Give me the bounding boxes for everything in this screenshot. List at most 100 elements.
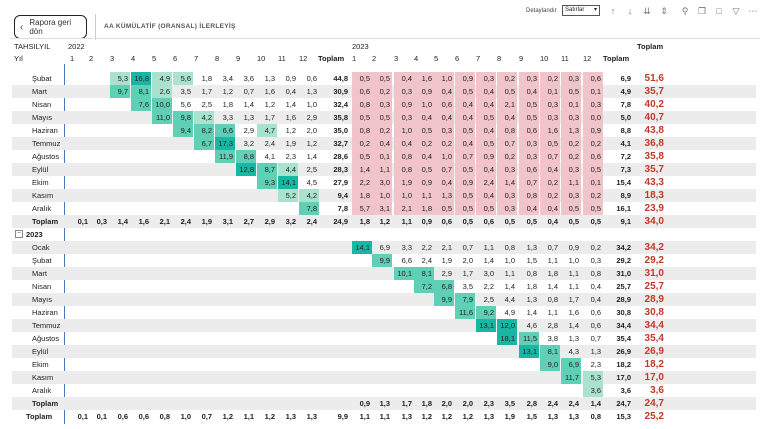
cell-2023: 1,6: [540, 124, 560, 137]
matrix-row[interactable]: Aralık 7,8 7,8 5,7 3,1 2,1 1,8 0,5 0,5 0,5 0,3 0,4 0…: [12, 202, 756, 215]
cell-2023: 0,3: [561, 163, 581, 176]
month-header-2023: 1: [352, 54, 357, 63]
cell-2023: 0,3: [497, 163, 517, 176]
pin-icon[interactable]: ⚲: [681, 6, 689, 16]
matrix-row[interactable]: Ağustos 18,1 11,5 3,8 1,3 0,7 35,4 35,4: [12, 332, 756, 345]
month-header-2022: 6: [173, 54, 178, 63]
cell-2022: [236, 202, 256, 215]
cell-2023: 0,7: [497, 137, 517, 150]
total-row[interactable]: Toplam 0,1 0,1 0,6 0,6 0,8 1,0 0,7 1,2 1,1 1,2 1,3 1…: [12, 410, 756, 423]
cell-2023: 1,7: [401, 399, 412, 408]
matrix-row[interactable]: Ağustos 11,9 8,8 4,1 2,3 1,4 28,6 0,5 0,1 0,8 0,4 1…: [12, 150, 756, 163]
cell-2023: [414, 384, 434, 397]
cell-2023: 1,4: [547, 282, 558, 291]
matrix-row[interactable]: Şubat 5,3 16,8 4,9 5,6 1,8 3,4 3,6 1,3 0,9 0,6 44,8…: [12, 72, 756, 85]
double-arrow-down-icon[interactable]: ⇊: [643, 6, 651, 16]
cell-2022: [110, 111, 130, 124]
cell-2023: 1,2: [379, 217, 390, 226]
cell-2023: 5,3: [583, 371, 603, 384]
cell-2023: [476, 384, 496, 397]
expand-icon[interactable]: ⇕: [660, 6, 668, 16]
cell-2023: 1,1: [359, 412, 370, 421]
matrix-row[interactable]: Aralık 3,6 3,6 3,6: [12, 384, 756, 397]
grand-total-cell: 35,7: [644, 164, 664, 175]
matrix-row[interactable]: Kasım 11,7 5,3 17,0 17,0: [12, 371, 756, 384]
cell-2023: 0,4: [590, 282, 601, 291]
cell-2023: [414, 332, 434, 345]
cell-2023: 0,5: [504, 217, 515, 226]
matrix-row[interactable]: Ekim 9,3 14,1 4,5 27,9 2,2 3,0 1,9 0,9 0,4 0,9 2,4 1…: [12, 176, 756, 189]
cell-2023: 7,9: [455, 293, 475, 306]
grand-total-cell: 31,0: [644, 268, 664, 279]
matrix-row[interactable]: Ekim 9,0 6,9 2,3 18,2 18,2: [12, 358, 756, 371]
cell-2023: 1,1: [547, 308, 558, 317]
filter-icon[interactable]: ▽: [732, 6, 740, 16]
cell-2023: 1,3: [483, 412, 494, 421]
matrix-row[interactable]: Eylül 13,1 8,1 4,3 1,3 26,9 26,9: [12, 345, 756, 358]
matrix-row[interactable]: Temmuz 13,1 12,0 4,6 2,8 1,4 0,6 34,4 34,4: [12, 319, 756, 332]
comment-icon[interactable]: □: [716, 6, 722, 16]
matrix-row[interactable]: Ocak 14,1 6,9 3,3 2,2 2,1 0,7 1,1 0,8 1,3 0,7 0,9 0,…: [12, 241, 756, 254]
cell-2022: 1,6: [138, 217, 149, 226]
cell-2022: [173, 189, 193, 202]
subtotal-2023: 4,9: [620, 87, 631, 96]
cell-2022: 2,4: [264, 139, 275, 148]
matrix-row[interactable]: Nisan 7,2 6,8 3,5 2,2 1,4 1,8 1,4 1,1 0,4 25,7 25,7: [12, 280, 756, 293]
matrix-row[interactable]: Haziran 9,4 8,2 6,6 2,9 4,7 1,2 2,0 35,0 0,8 0,2 1,…: [12, 124, 756, 137]
matrix-row[interactable]: Kasım 5,2 4,2 9,4 1,8 1,0 1,0 1,1 1,3 0,5 0,4 0,3 0,…: [12, 189, 756, 202]
matrix-row[interactable]: Mayıs 11,0 9,8 4,2 3,3 1,3 1,7 1,6 2,9 35,8 0,5 0,5…: [12, 111, 756, 124]
arrow-down-icon[interactable]: ↓: [627, 6, 633, 16]
drill-select[interactable]: Satırlar ▾: [562, 5, 600, 16]
subtotal-2023: 16,1: [616, 204, 631, 213]
cell-2023: [372, 293, 392, 306]
cell-2023: 0,5: [455, 202, 475, 215]
cell-2023: [394, 319, 414, 332]
cell-2022: [173, 137, 193, 150]
cell-2023: 1,7: [462, 269, 473, 278]
matrix-row[interactable]: Haziran 11,6 9,2 4,9 1,4 1,1 1,6 0,6 30,8 30,8: [12, 306, 756, 319]
cell-2023: 0,5: [476, 111, 496, 124]
cell-2023: 0,4: [540, 163, 560, 176]
back-to-report-button[interactable]: ‹ Rapora geri dön: [14, 15, 87, 39]
more-icon[interactable]: ⋯: [748, 6, 758, 16]
cell-2022: [194, 163, 214, 176]
collapse-icon[interactable]: −: [15, 230, 23, 238]
cell-2023: 0,3: [476, 72, 496, 85]
cell-2023: 2,2: [421, 243, 432, 252]
cell-2022: 1,7: [264, 113, 275, 122]
row-label: Mart: [32, 87, 47, 96]
matrix-row[interactable]: Mart 9,7 8,1 2,6 3,5 1,7 1,2 0,7 1,6 0,4 1,3 30,9 0,…: [12, 85, 756, 98]
total-row[interactable]: Toplam 0,1 0,3 1,4 1,6 2,1 2,4 1,9 3,1 2,7 2,9 3,2 2…: [12, 215, 756, 228]
row-label: Ocak: [32, 243, 50, 252]
group-row-2023[interactable]: −2023: [12, 228, 756, 241]
total-row[interactable]: Toplam 0,9 1,3 1,7 1,8 2,0 2,0 2,3 3,5 2,8 2,4 2,4 1…: [12, 397, 756, 410]
row-label: Kasım: [32, 191, 54, 200]
cell-2022: 1,1: [243, 412, 254, 421]
cell-2022: 1,4: [117, 217, 128, 226]
cell-2022: 2,0: [306, 126, 317, 135]
grand-total-cell: 17,0: [644, 372, 664, 383]
cell-2023: [455, 358, 475, 371]
month-header-2023: 5: [434, 54, 439, 63]
cell-2022: 5,2: [278, 189, 298, 202]
cell-2023: 0,5: [590, 217, 601, 226]
copy-icon[interactable]: ❐: [697, 6, 707, 16]
matrix-row[interactable]: Mayıs 9,9 7,9 2,5 4,4 1,3 0,8 1,7 0,4 28,9 28,9: [12, 293, 756, 306]
matrix-row[interactable]: Şubat 9,9 6,6 2,4 1,9 2,0 1,4 1,0 1,5 1,1 1,0 0,3 29…: [12, 254, 756, 267]
cell-2022: 7,6: [131, 98, 151, 111]
cell-2023: 0,8: [497, 124, 517, 137]
matrix-row[interactable]: Nisan 7,6 10,0 5,6 2,5 1,8 1,4 1,2 1,4 1,0 32,4 0,8…: [12, 98, 756, 111]
cell-2023: 2,4: [547, 399, 558, 408]
cell-2022: 0,6: [138, 412, 149, 421]
cell-2023: 0,2: [372, 124, 392, 137]
cell-2023: [394, 358, 414, 371]
cell-2022: [173, 176, 193, 189]
matrix-row[interactable]: Temmuz 6,7 17,3 3,2 2,4 1,9 1,2 32,7 0,2 0,4 0,4 0,…: [12, 137, 756, 150]
matrix-row[interactable]: Eylül 12,8 8,7 4,4 2,5 28,3 1,4 1,1 0,8 0,5 0,7 0,5…: [12, 163, 756, 176]
matrix-row[interactable]: Mart 10,1 8,1 2,9 1,7 3,0 1,1 0,8 1,8 1,1 0,8 31,0 3…: [12, 267, 756, 280]
arrow-up-icon[interactable]: ↑: [610, 6, 616, 16]
cell-2022: 3,4: [222, 74, 233, 83]
cell-2023: [455, 371, 475, 384]
cell-2023: 1,9: [394, 176, 414, 189]
cell-2023: 0,4: [476, 189, 496, 202]
